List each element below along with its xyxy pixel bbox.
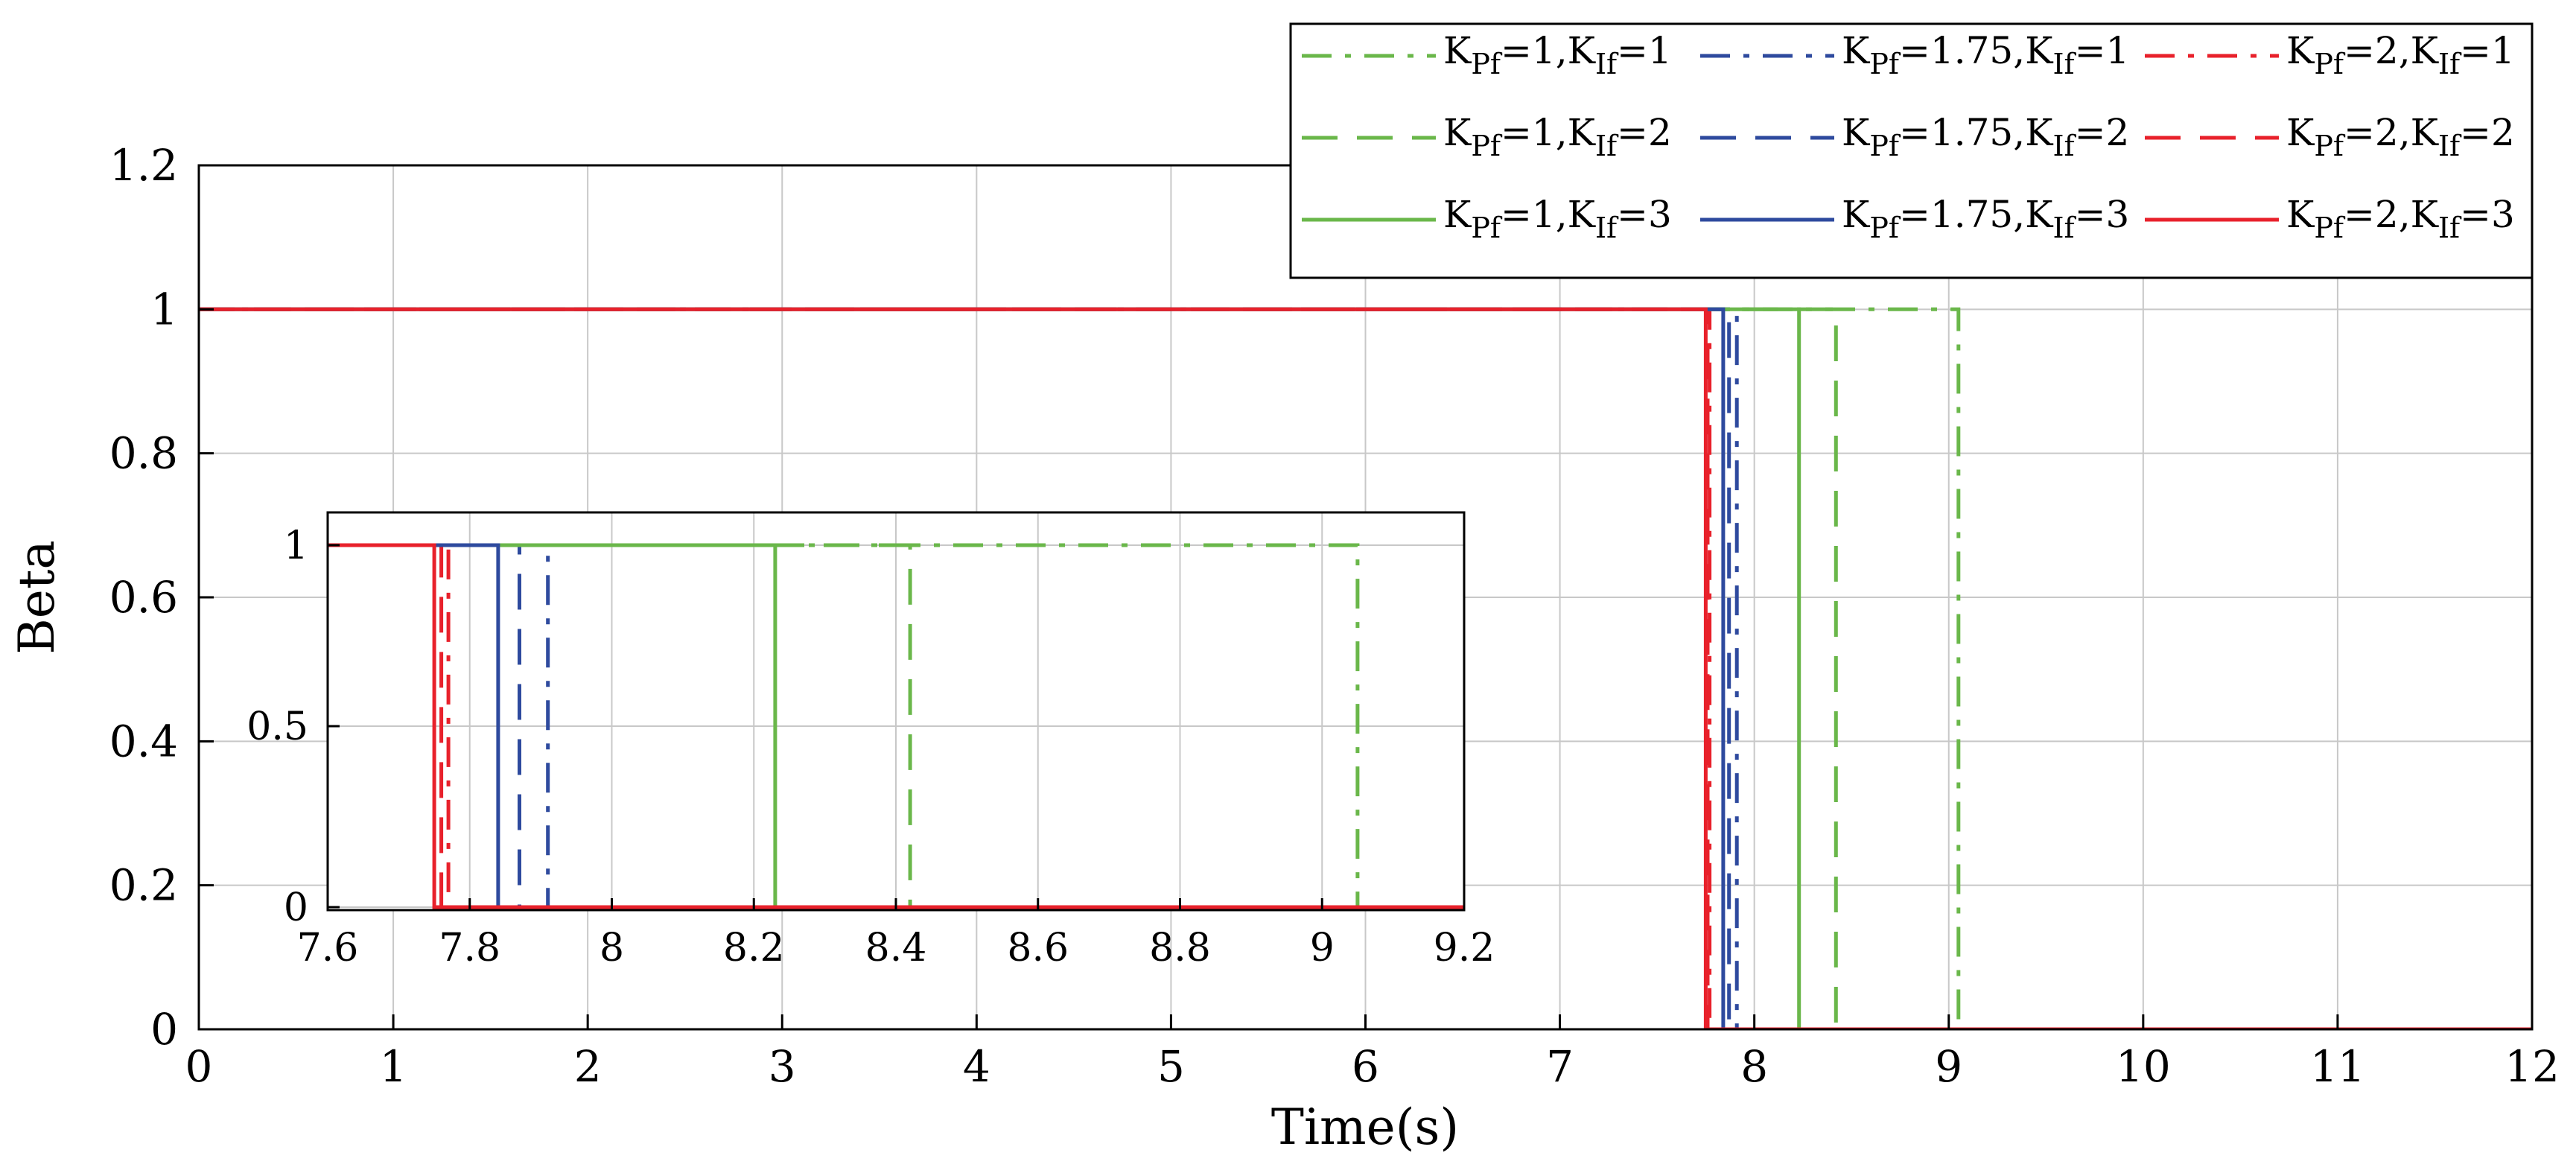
legend-entry-5: KPf=2,KIf=2 [2145,111,2515,162]
inset-x-tick-label: 8 [600,926,624,970]
x-tick-label: 4 [963,1041,990,1092]
x-tick-label: 3 [769,1041,796,1092]
x-tick-label: 2 [574,1041,602,1092]
legend-label: KPf=1.75,KIf=3 [1842,193,2129,244]
legend-box [1289,22,2534,279]
y-axis-label: Beta [8,540,66,654]
legend-label: KPf=1,KIf=2 [1443,111,1672,162]
x-axis-label: Time(s) [1271,1099,1459,1156]
legend-label: KPf=2,KIf=1 [2286,29,2515,80]
y-tick-label: 0 [150,1004,178,1055]
x-tick-label: 10 [2116,1041,2171,1092]
x-tick-label: 6 [1352,1041,1379,1092]
inset-tick-labels: 7.6 7.8 8 8.2 8.4 8.6 8.8 9 9.2 0 0.5 1 [247,524,1495,970]
legend-entry-6: KPf=1,KIf=3 [1302,193,1672,244]
y-tick-label: 0.8 [109,428,178,479]
legend-entry-2: KPf=2,KIf=1 [2145,29,2515,80]
legend-entries: KPf=1,KIf=1 KPf=1,KIf=2 KPf=1,KIf=3 KPf=1.7… [1302,29,2515,244]
legend-entry-4: KPf=1.75,KIf=2 [1700,111,2129,162]
y-tick-label: 0.6 [109,572,178,623]
legend: KPf=1,KIf=1 KPf=1,KIf=2 KPf=1,KIf=3 KPf=1.7… [1289,22,2534,279]
legend-entry-3: KPf=1,KIf=2 [1302,111,1672,162]
legend-label: KPf=1,KIf=3 [1443,193,1672,244]
inset-x-tick-label: 9.2 [1434,926,1495,970]
inset-x-tick-label: 7.6 [297,926,359,970]
legend-entry-8: KPf=2,KIf=3 [2145,193,2515,244]
inset-plot: 7.6 7.8 8 8.2 8.4 8.6 8.8 9 9.2 0 0.5 1 [247,511,1495,970]
legend-label: KPf=1.75,KIf=2 [1842,111,2129,162]
legend-entry-0: KPf=1,KIf=1 [1302,29,1672,80]
inset-x-tick-label: 8.4 [865,926,927,970]
x-tick-label: 5 [1157,1041,1185,1092]
inset-series-lines [328,543,1464,909]
legend-label: KPf=1,KIf=1 [1443,29,1672,80]
y-tick-label: 0.2 [109,860,178,911]
x-tick-label: 8 [1740,1041,1768,1092]
y-tick-label: 1 [150,284,178,334]
series-line-3 [199,307,2532,1029]
series-line-4 [199,307,2532,1029]
x-tick-label: 0 [185,1041,213,1092]
inset-x-tick-label: 7.8 [439,926,500,970]
inset-x-tick-label: 8.2 [723,926,785,970]
legend-label: KPf=2,KIf=3 [2286,193,2515,244]
inset-y-tick-label: 0 [284,886,308,930]
y-tick-label: 0.4 [109,716,178,766]
inset-x-tick-label: 8.6 [1007,926,1069,970]
legend-entry-7: KPf=1.75,KIf=3 [1700,193,2129,244]
inset-series-line-8 [328,543,1464,909]
legend-entry-1: KPf=1.75,KIf=1 [1700,29,2129,80]
legend-label: KPf=1.75,KIf=1 [1842,29,2129,80]
x-tick-label: 12 [2505,1041,2560,1092]
main-series-lines [199,307,2532,1029]
y-tick-label: 1.2 [109,140,178,191]
x-tick-label: 1 [380,1041,407,1092]
x-tick-label: 9 [1935,1041,1962,1092]
legend-label: KPf=2,KIf=2 [2286,111,2515,162]
x-tick-label: 11 [2310,1041,2365,1092]
inset-y-tick-label: 0.5 [247,705,308,749]
inset-x-tick-label: 9 [1310,926,1335,970]
x-tick-label: 7 [1546,1041,1574,1092]
inset-y-tick-label: 1 [284,524,308,568]
inset-x-tick-label: 8.8 [1149,926,1211,970]
series-line-8 [199,307,2532,1029]
